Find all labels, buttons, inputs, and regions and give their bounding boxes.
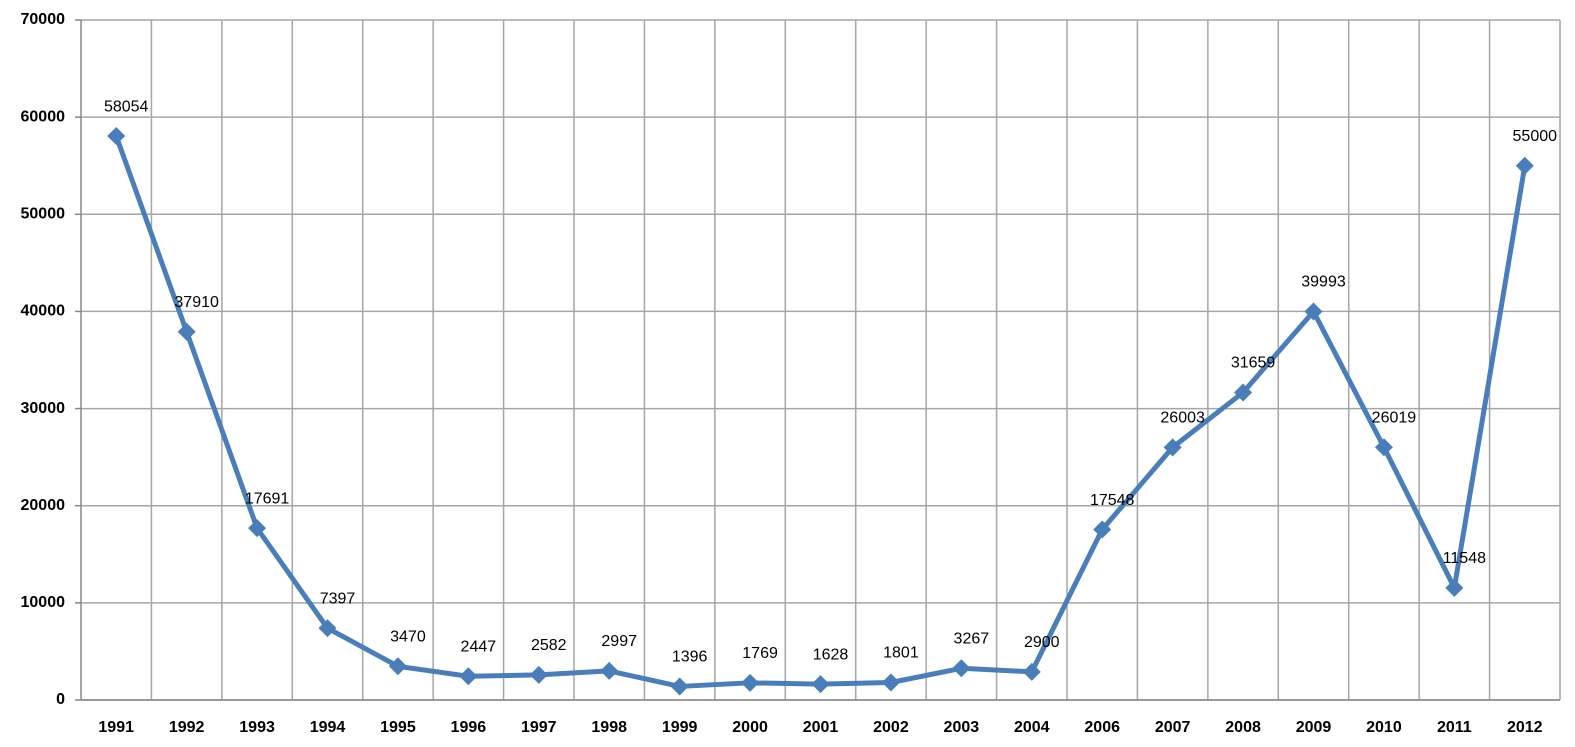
data-label: 26003 [1160, 410, 1205, 427]
x-tick-label: 2004 [1014, 719, 1050, 736]
y-tick-label: 20000 [21, 497, 66, 514]
x-tick-label: 2010 [1366, 719, 1402, 736]
x-tick-label: 2012 [1507, 719, 1543, 736]
marker [1445, 578, 1464, 597]
marker [388, 657, 407, 676]
y-tick-label: 30000 [21, 400, 66, 417]
marker [318, 619, 337, 638]
x-tick-label: 2000 [732, 719, 768, 736]
x-tick-label: 2008 [1225, 719, 1261, 736]
y-tick-label: 0 [56, 691, 65, 708]
data-label: 1628 [813, 646, 849, 663]
y-tick-label: 70000 [21, 11, 66, 28]
marker [1022, 662, 1041, 681]
data-label: 37910 [174, 294, 219, 311]
data-label: 1396 [672, 649, 708, 666]
data-label: 17691 [245, 490, 290, 507]
data-label: 39993 [1301, 274, 1346, 291]
marker [177, 322, 196, 341]
marker [459, 667, 478, 686]
marker [1374, 438, 1393, 457]
x-tick-label: 1993 [239, 719, 275, 736]
x-tick-label: 1997 [521, 719, 557, 736]
x-tick-label: 1999 [662, 719, 698, 736]
y-tick-label: 40000 [21, 303, 66, 320]
marker [1304, 302, 1323, 321]
marker [670, 677, 689, 696]
data-label: 2900 [1024, 634, 1060, 651]
marker [881, 673, 900, 692]
x-tick-label: 1996 [451, 719, 487, 736]
marker [1515, 156, 1534, 175]
data-label: 3470 [390, 629, 426, 646]
data-label: 3267 [954, 630, 990, 647]
data-label: 1769 [742, 645, 778, 662]
x-tick-label: 2003 [944, 719, 980, 736]
data-label: 17548 [1090, 492, 1135, 509]
marker [529, 665, 548, 684]
x-tick-label: 2007 [1155, 719, 1191, 736]
marker [741, 673, 760, 692]
y-tick-label: 50000 [21, 206, 66, 223]
marker [811, 675, 830, 694]
data-label: 31659 [1231, 355, 1276, 372]
data-label: 2997 [601, 633, 637, 650]
data-label: 58054 [104, 98, 149, 115]
y-tick-label: 10000 [21, 594, 66, 611]
marker [952, 659, 971, 678]
data-label: 1801 [883, 645, 919, 662]
marker [248, 519, 267, 538]
x-tick-label: 2002 [873, 719, 909, 736]
x-tick-label: 1994 [310, 719, 346, 736]
x-tick-label: 2009 [1296, 719, 1332, 736]
data-label: 7397 [320, 590, 356, 607]
data-label: 11548 [1443, 550, 1486, 567]
x-tick-label: 1995 [380, 719, 416, 736]
x-tick-label: 2011 [1437, 719, 1472, 736]
marker [1093, 520, 1112, 539]
x-tick-label: 1991 [98, 719, 134, 736]
data-label: 2447 [461, 638, 497, 655]
marker [600, 661, 619, 680]
x-tick-label: 2006 [1084, 719, 1120, 736]
data-label: 2582 [531, 637, 567, 654]
data-label: 55000 [1513, 128, 1558, 145]
x-tick-label: 2001 [803, 719, 839, 736]
data-label: 26019 [1372, 409, 1417, 426]
x-tick-label: 1992 [169, 719, 205, 736]
marker [1234, 383, 1253, 402]
marker [107, 127, 126, 146]
marker [1163, 438, 1182, 457]
x-tick-label: 1998 [591, 719, 627, 736]
y-tick-label: 60000 [21, 108, 66, 125]
